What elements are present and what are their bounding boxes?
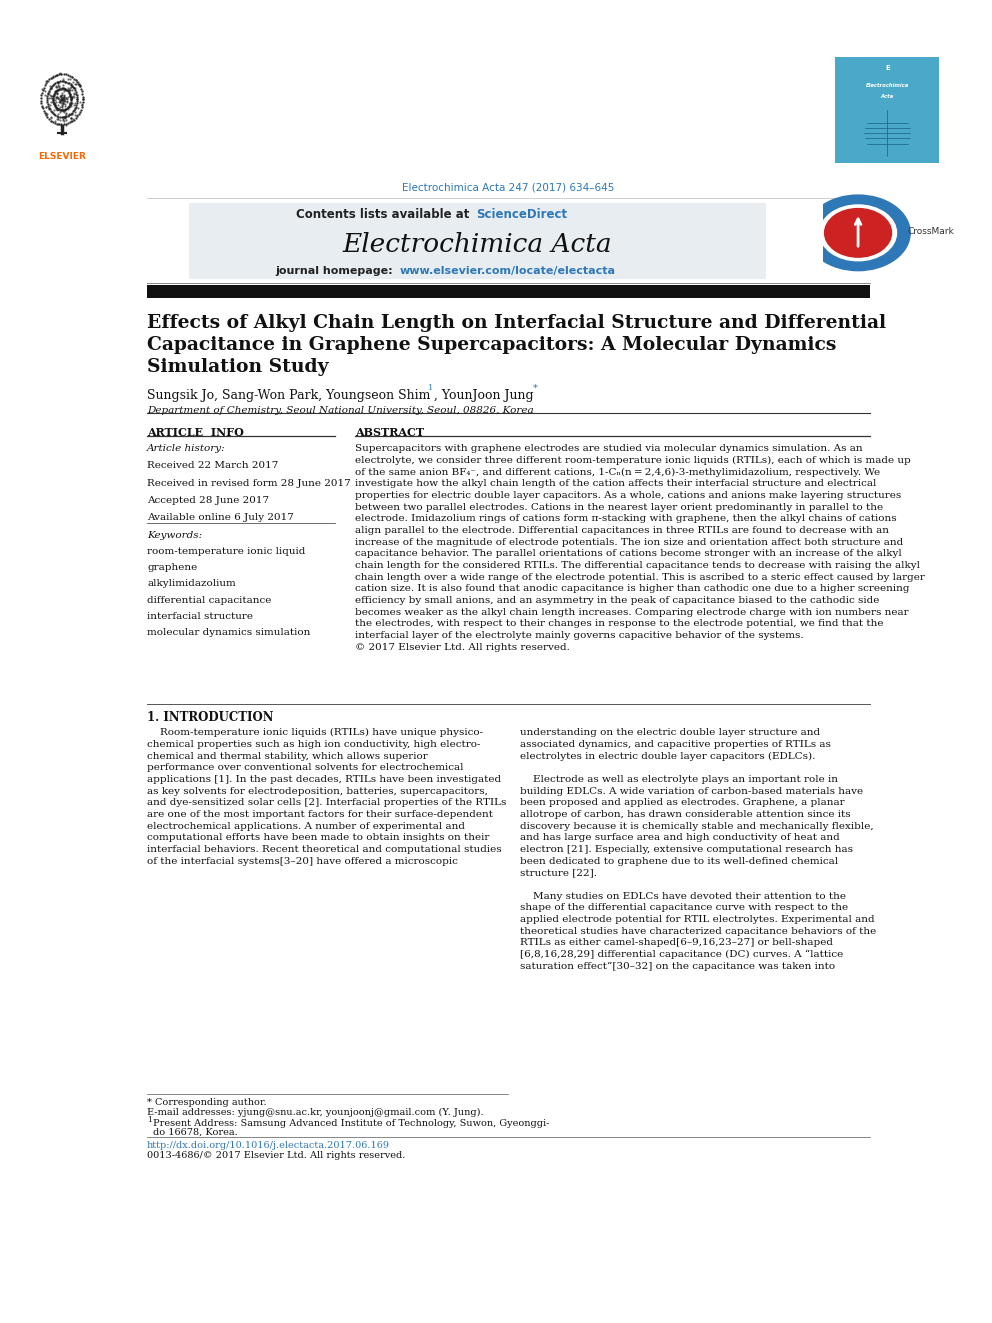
Text: Electrochimica: Electrochimica [866,83,909,89]
FancyBboxPatch shape [835,57,939,163]
Text: Present Address: Samsung Advanced Institute of Technology, Suwon, Gyeonggi-: Present Address: Samsung Advanced Instit… [153,1119,550,1129]
Text: Sungsik Jo, Sang-Won Park, Youngseon Shim: Sungsik Jo, Sang-Won Park, Youngseon Shi… [147,389,431,402]
Text: Electrochimica Acta 247 (2017) 634–645: Electrochimica Acta 247 (2017) 634–645 [402,183,615,192]
Text: Acta: Acta [881,94,894,99]
Text: 0013-4686/© 2017 Elsevier Ltd. All rights reserved.: 0013-4686/© 2017 Elsevier Ltd. All right… [147,1151,406,1160]
Text: do 16678, Korea.: do 16678, Korea. [153,1127,238,1136]
Text: Capacitance in Graphene Supercapacitors: A Molecular Dynamics: Capacitance in Graphene Supercapacitors:… [147,336,836,355]
FancyBboxPatch shape [189,202,766,279]
Text: Electrochimica Acta: Electrochimica Acta [343,232,612,257]
Text: www.elsevier.com/locate/electacta: www.elsevier.com/locate/electacta [399,266,615,275]
Text: 1: 1 [429,384,434,392]
Text: Accepted 28 June 2017: Accepted 28 June 2017 [147,496,269,505]
Text: * Corresponding author.: * Corresponding author. [147,1098,267,1107]
Text: http://dx.doi.org/10.1016/j.electacta.2017.06.169: http://dx.doi.org/10.1016/j.electacta.20… [147,1140,390,1150]
Text: ABSTRACT: ABSTRACT [355,427,424,438]
Text: CrossMark: CrossMark [908,226,954,235]
Circle shape [806,194,911,271]
Text: Simulation Study: Simulation Study [147,359,328,377]
Text: 1. INTRODUCTION: 1. INTRODUCTION [147,710,274,724]
Text: molecular dynamics simulation: molecular dynamics simulation [147,628,310,638]
Text: Keywords:: Keywords: [147,531,202,540]
FancyBboxPatch shape [147,284,870,298]
Text: Supercapacitors with graphene electrodes are studied via molecular dynamics simu: Supercapacitors with graphene electrodes… [355,445,925,651]
Text: , YounJoon Jung: , YounJoon Jung [434,389,534,402]
Text: Department of Chemistry, Seoul National University, Seoul, 08826, Korea: Department of Chemistry, Seoul National … [147,406,534,415]
Circle shape [819,205,897,261]
Text: 1: 1 [147,1117,152,1125]
Text: journal homepage:: journal homepage: [276,266,397,275]
Text: Article history:: Article history: [147,445,226,452]
Text: understanding on the electric double layer structure and
associated dynamics, an: understanding on the electric double lay… [520,728,876,971]
Text: graphene: graphene [147,564,197,572]
Text: Room-temperature ionic liquids (RTILs) have unique physico-
chemical properties : Room-temperature ionic liquids (RTILs) h… [147,728,507,865]
Text: Contents lists available at: Contents lists available at [297,208,474,221]
Text: ARTICLE  INFO: ARTICLE INFO [147,427,244,438]
Text: E-mail addresses: yjung@snu.ac.kr, younjoonj@gmail.com (Y. Jung).: E-mail addresses: yjung@snu.ac.kr, younj… [147,1109,484,1118]
Text: alkylimidazolium: alkylimidazolium [147,579,236,589]
Circle shape [824,209,892,257]
Text: Effects of Alkyl Chain Length on Interfacial Structure and Differential: Effects of Alkyl Chain Length on Interfa… [147,314,886,332]
Text: room-temperature ionic liquid: room-temperature ionic liquid [147,546,306,556]
Text: Available online 6 July 2017: Available online 6 July 2017 [147,513,294,523]
Text: differential capacitance: differential capacitance [147,595,272,605]
Text: ELSEVIER: ELSEVIER [38,152,86,160]
Text: Received 22 March 2017: Received 22 March 2017 [147,462,279,470]
Text: Received in revised form 28 June 2017: Received in revised form 28 June 2017 [147,479,351,488]
Text: *: * [533,384,538,393]
Text: ScienceDirect: ScienceDirect [476,208,567,221]
Text: E: E [885,65,890,71]
Text: interfacial structure: interfacial structure [147,613,253,620]
